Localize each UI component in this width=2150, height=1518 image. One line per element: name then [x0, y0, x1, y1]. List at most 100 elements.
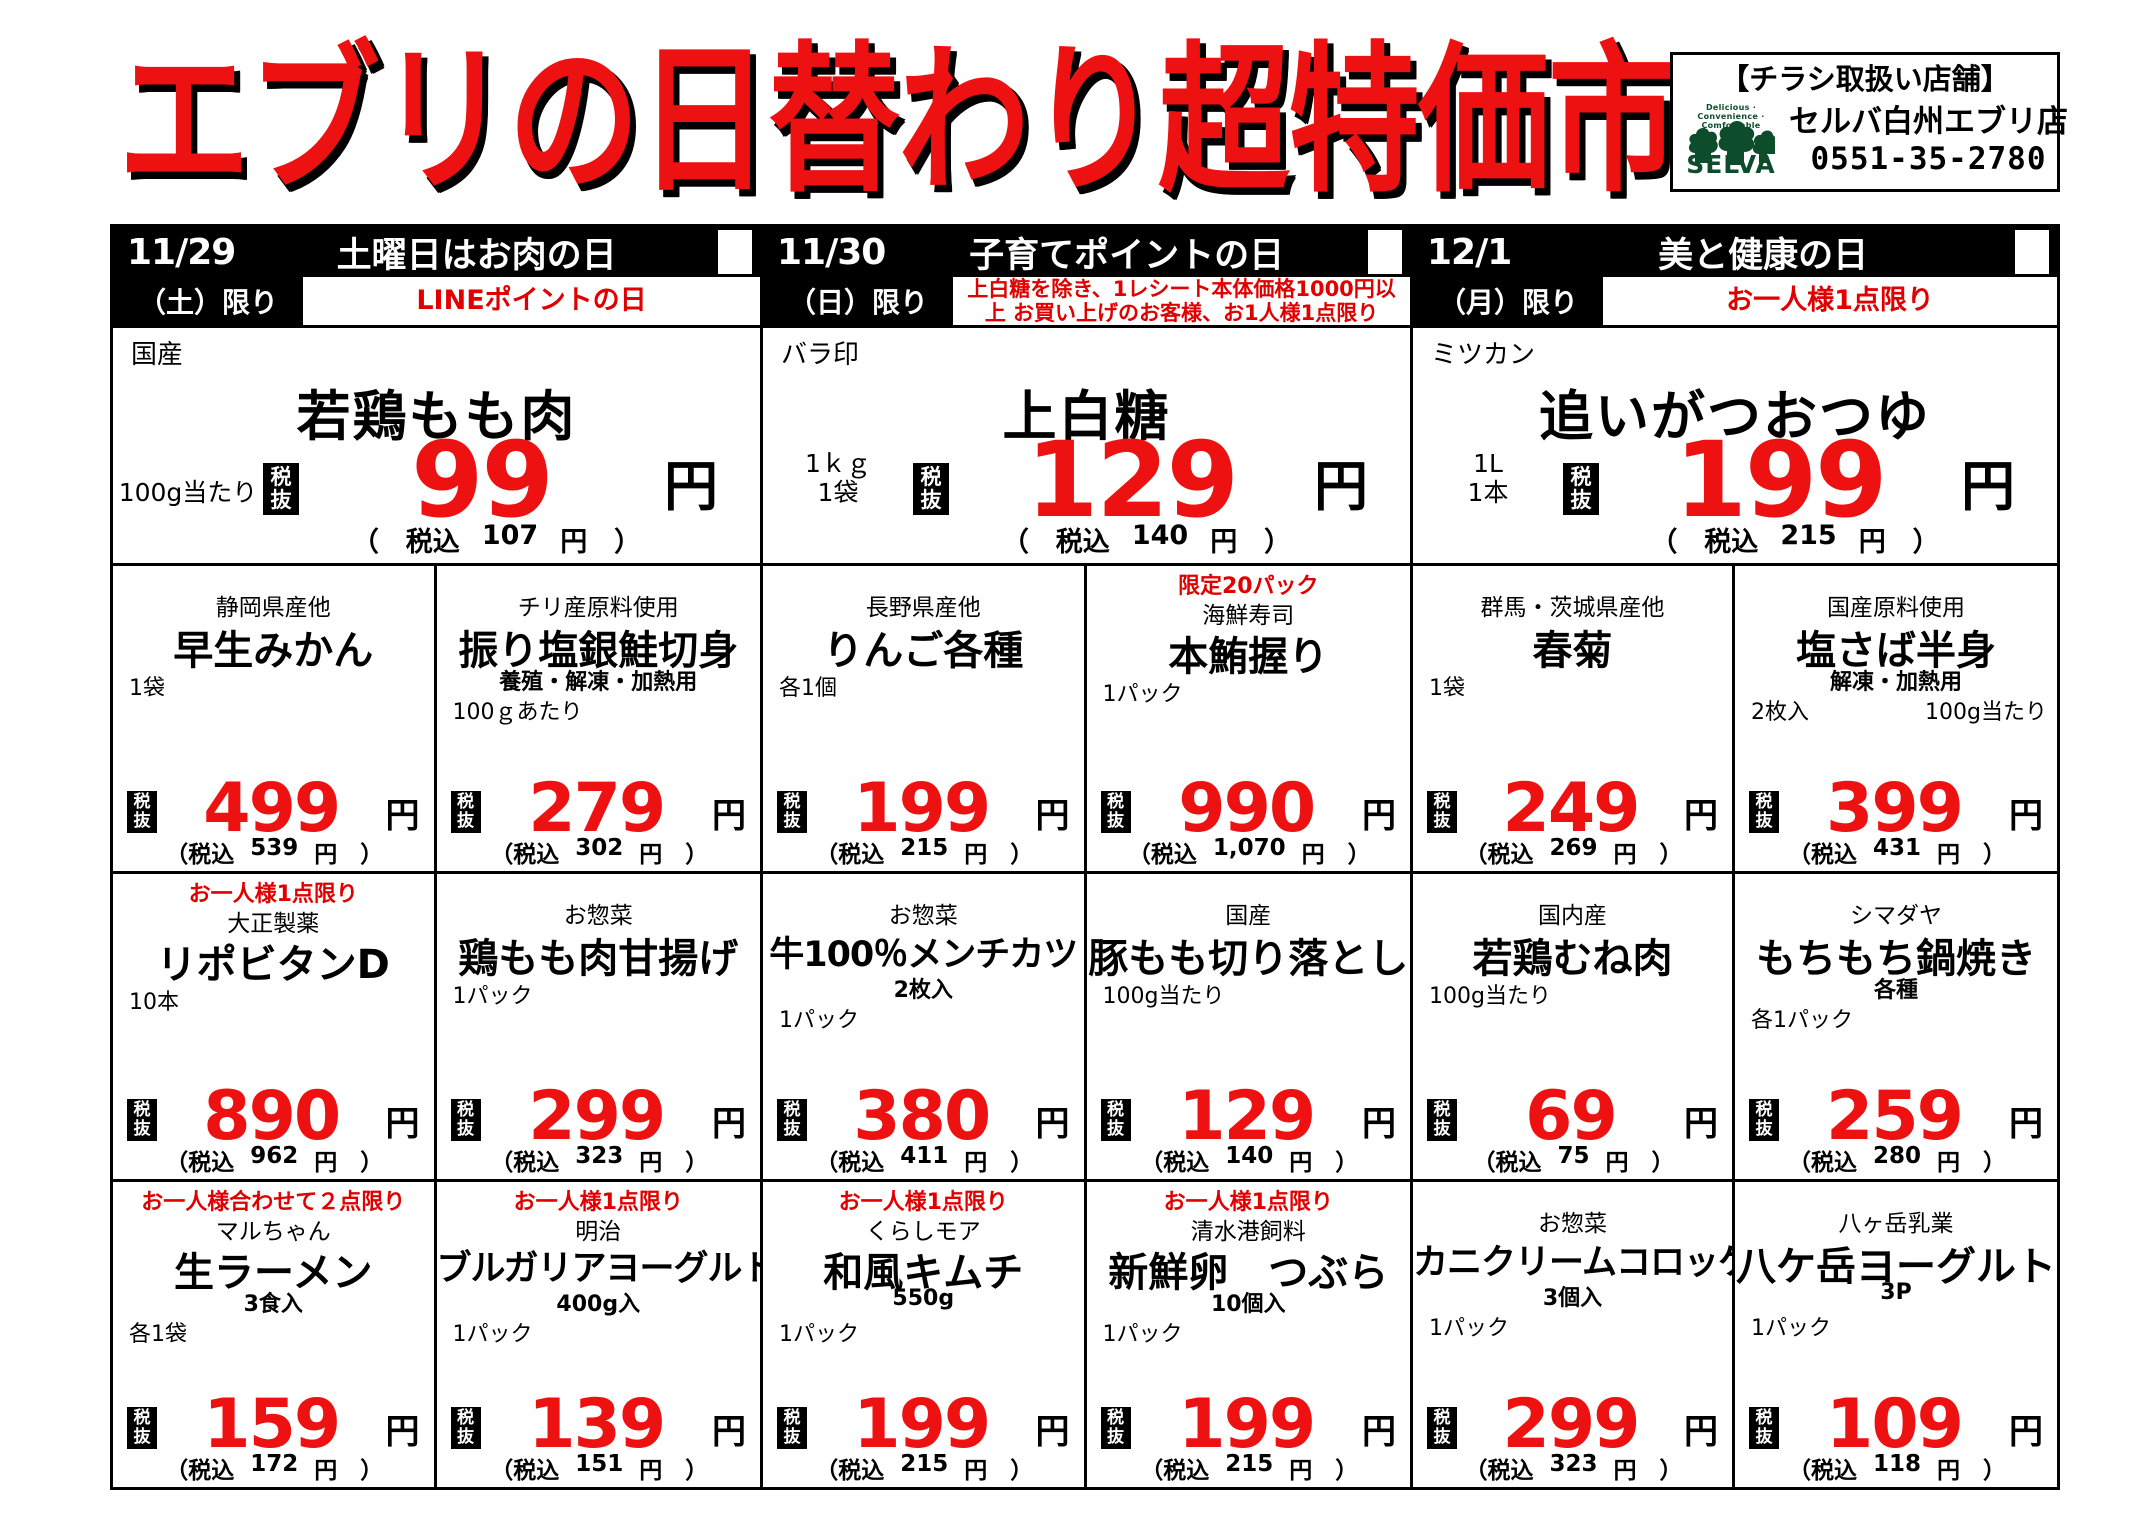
- product-name: ブルガリアヨーグルト: [436, 1249, 761, 1289]
- tax-included-price: 1,070: [1212, 835, 1286, 861]
- deal-cell[interactable]: 国内産 若鶏むね肉 100g当たり 税抜 69 円 （税込 75 円 ）: [1413, 874, 1735, 1179]
- tax-included-label: （ 税込: [351, 527, 460, 558]
- day-campaign-note: お一人様1点限り: [1603, 277, 2057, 325]
- deal-cell[interactable]: お一人様1点限り 清水港飼料 新鮮卵 つぶら 10個入 1パック 税抜 199 …: [1087, 1182, 1411, 1487]
- tax-excluded-badge: 税抜: [1749, 791, 1779, 833]
- deal-cell[interactable]: お一人様1点限り くらしモア 和風キムチ 550g 1パック 税抜 199 円 …: [763, 1182, 1087, 1487]
- product-brand: 国産: [1225, 903, 1272, 929]
- price-row: 税抜 499 円: [113, 775, 434, 843]
- tax-excluded-badge: 税抜: [450, 1099, 481, 1141]
- logo-wordmark: SELVA: [1686, 150, 1776, 179]
- deal-row: お惣菜 カニクリームコロッケ 3個入 1パック 税抜 299 円 （税込 323…: [1413, 1179, 2057, 1487]
- deal-cell[interactable]: お惣菜 鶏もも肉甘揚げ 1パック 税抜 299 円 （税込 323 円 ）: [437, 874, 761, 1179]
- product-unit: 100g当たり: [1102, 984, 1225, 1009]
- featured-deal[interactable]: ミツカン 追いがつおつゆ 1L 1本 税抜 199 円 （ 税込 215 円 ）: [1413, 325, 2057, 563]
- day-subheader: （土）限り LINEポイントの日: [113, 277, 760, 325]
- deal-cell[interactable]: チリ産原料使用 振り塩銀鮭切身 養殖・解凍・加熱用 100ｇあたり 税抜 279…: [437, 566, 761, 871]
- deal-cell[interactable]: 静岡県産他 早生みかん 1袋 税抜 499 円 （税込 539 円 ）: [113, 566, 437, 871]
- deal-cell[interactable]: 長野県産他 りんご各種 各1個 税抜 199 円 （税込 215 円 ）: [763, 566, 1087, 871]
- product-name: 八ケ岳ヨーグルト: [1736, 1244, 2056, 1290]
- product-name: 和風キムチ: [823, 1250, 1024, 1296]
- price-row: 税抜 129 円: [1087, 1077, 1411, 1156]
- price-row: 税抜 890 円: [113, 1083, 434, 1151]
- product-name: 新鮮卵 つぶら: [1108, 1250, 1389, 1296]
- tax-included-yen: 円 ）: [964, 1458, 1034, 1484]
- product-name: 振り塩銀鮭切身: [458, 628, 739, 674]
- deal-cell[interactable]: 群馬・茨城県産他 春菊 1袋 税抜 249 円 （税込 269 円 ）: [1413, 566, 1735, 871]
- tax-included-label: （税込: [1140, 1458, 1210, 1484]
- store-box-title: 【チラシ取扱い店舗】: [1720, 62, 2010, 96]
- day-campaign-note: 上白糖を除き、1レシート本体価格1000円以上 お買い上げのお客様、お1人様1点…: [953, 277, 1410, 325]
- yen-symbol: 円: [385, 1412, 420, 1452]
- tax-excluded-badge: 税抜: [450, 791, 481, 833]
- deal-cell[interactable]: お惣菜 カニクリームコロッケ 3個入 1パック 税抜 299 円 （税込 323…: [1413, 1182, 1735, 1487]
- product-brand: お惣菜: [1538, 1211, 1607, 1237]
- tax-included-row: （税込 539 円 ）: [123, 835, 426, 869]
- deal-cell[interactable]: 限定20パック 海鮮寿司 本鮪握り 1パック 税抜 990 円 （税込 1,07…: [1087, 566, 1411, 871]
- product-unit: 各1袋: [129, 1322, 187, 1347]
- purchase-limit-note: お一人様1点限り: [1163, 1190, 1333, 1215]
- selva-logo-icon: Delicious · Convenience · Comfortable SE…: [1679, 101, 1783, 179]
- yen-symbol: 円: [1684, 1104, 1718, 1144]
- featured-unit: 1ｋｇ 1袋: [805, 449, 871, 507]
- tax-included-label: （税込: [1472, 1150, 1542, 1176]
- price-value: 129: [1178, 1077, 1316, 1156]
- tax-included-label: （税込: [490, 1150, 560, 1176]
- tax-included-label: （税込: [490, 842, 560, 868]
- tax-included-yen: 円 ）: [1937, 1150, 2006, 1176]
- yen-symbol: 円: [1035, 796, 1070, 836]
- deal-cell[interactable]: シマダヤ もちもち鍋焼き 各種 各1パック 税抜 259 円 （税込 280 円…: [1735, 874, 2057, 1179]
- product-subnote: 550g: [892, 1286, 955, 1311]
- featured-brand: バラ印: [781, 340, 860, 370]
- tax-included-row: （税込 269 円 ）: [1423, 835, 1724, 869]
- header-blank-box: [2015, 230, 2049, 274]
- deal-cell[interactable]: お惣菜 牛100％メンチカツ 2枚入 1パック 税抜 380 円 （税込 411…: [763, 874, 1087, 1179]
- deal-row: お一人様1点限り 大正製薬 リポビタンD 10本 税抜 890 円 （税込 96…: [113, 871, 760, 1179]
- product-subnote: 3P: [1880, 1280, 1912, 1305]
- price-value: 990: [1178, 769, 1316, 848]
- tax-included-price: 140: [1225, 1143, 1274, 1169]
- tax-excluded-badge: 税抜: [777, 791, 807, 833]
- deal-cell[interactable]: お一人様1点限り 大正製薬 リポビタンD 10本 税抜 890 円 （税込 96…: [113, 874, 437, 1179]
- yen-symbol: 円: [1035, 1104, 1070, 1144]
- tax-included-label: （税込: [1464, 1458, 1534, 1484]
- tax-included-price: 118: [1872, 1451, 1921, 1477]
- tax-included-price: 962: [250, 1143, 299, 1169]
- product-unit: 各1パック: [1751, 1008, 1853, 1033]
- deals-grid: 11/29 土曜日はお肉の日 （土）限り LINEポイントの日 国産 若鶏もも肉…: [110, 224, 2060, 1490]
- yen-symbol: 円: [1684, 1412, 1718, 1452]
- product-subnote: 解凍・加熱用: [1829, 670, 1962, 695]
- tax-included-row: （税込 431 円 ）: [1745, 835, 2049, 869]
- product-unit: 1パック: [452, 1322, 533, 1347]
- tax-included-row: （税込 323 円 ）: [1423, 1451, 1724, 1485]
- product-unit: 1パック: [452, 984, 533, 1009]
- yen-symbol: 円: [712, 1412, 746, 1452]
- product-name: りんご各種: [823, 628, 1024, 674]
- product-name: 早生みかん: [173, 628, 374, 674]
- tax-included-label: （税込: [815, 1150, 885, 1176]
- tax-included-yen: 円 ）: [639, 1150, 709, 1176]
- tax-included-row: （税込 280 円 ）: [1745, 1143, 2049, 1177]
- deal-cell[interactable]: 国産 豚もも切り落とし 100g当たり 税抜 129 円 （税込 140 円 ）: [1087, 874, 1411, 1179]
- featured-deal[interactable]: 国産 若鶏もも肉 100g当たり 税抜 99 円 （ 税込 107 円 ）: [113, 325, 760, 563]
- deal-cell[interactable]: 八ヶ岳乳業 八ケ岳ヨーグルト 3P 1パック 税抜 109 円 （税込 118 …: [1735, 1182, 2057, 1487]
- tax-included-row: （税込 215 円 ）: [1097, 1451, 1403, 1485]
- deal-row: お一人様1点限り くらしモア 和風キムチ 550g 1パック 税抜 199 円 …: [763, 1179, 1410, 1487]
- price-value: 109: [1826, 1385, 1964, 1464]
- featured-deal[interactable]: バラ印 上白糖 1ｋｇ 1袋 税抜 129 円 （ 税込 140 円 ）: [763, 325, 1410, 563]
- tax-included-yen: 円 ）: [1613, 842, 1683, 868]
- featured-tax-included-row: （ 税込 215 円 ）: [1563, 520, 2027, 559]
- day-header: 11/30 子育てポイントの日: [763, 227, 1410, 277]
- flyer-header: エブリの日替わり超特価市 【チラシ取扱い店舗】 Delicious · Conv…: [0, 0, 2150, 218]
- product-unit: 1パック: [1102, 1322, 1183, 1347]
- product-name: 豚もも切り落とし: [1088, 936, 1409, 982]
- tax-excluded-badge: 税抜: [1749, 1099, 1779, 1141]
- product-name: 春菊: [1532, 628, 1613, 674]
- tax-included-row: （税込 140 円 ）: [1097, 1143, 1403, 1177]
- price-row: 税抜 199 円: [763, 775, 1084, 843]
- deal-cell[interactable]: お一人様合わせて２点限り マルちゃん 生ラーメン 3食入 各1袋 税抜 159 …: [113, 1182, 437, 1487]
- day-date: 12/1: [1427, 231, 1512, 273]
- deal-cell[interactable]: お一人様1点限り 明治 ブルガリアヨーグルト 400g入 1パック 税抜 139…: [437, 1182, 761, 1487]
- deal-cell[interactable]: 国産原料使用 塩さば半身 解凍・加熱用 2枚入 100g当たり 税抜 399 円…: [1735, 566, 2057, 871]
- featured-brand: ミツカン: [1431, 340, 1536, 370]
